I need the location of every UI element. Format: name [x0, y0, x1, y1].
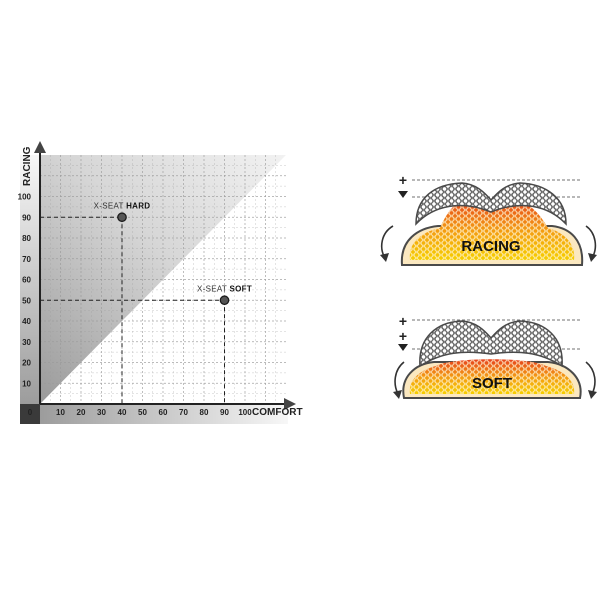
- data-point: [219, 295, 230, 306]
- x-tick-labels: 10 20 30 40 50 60 70 80 90 100: [56, 408, 252, 417]
- left-arrow-head-icon: [393, 390, 402, 399]
- right-arrow-head-icon: [588, 390, 597, 399]
- y-axis-label: RACING: [22, 146, 33, 186]
- y-tick-label: 70: [22, 255, 31, 264]
- soft-label: SOFT: [472, 375, 512, 392]
- left-arrow-icon: [380, 225, 394, 259]
- y-tick-label: 50: [22, 296, 31, 305]
- data-point-label: X-SEAT SOFT: [197, 284, 252, 293]
- grid: [40, 155, 286, 404]
- y-tick-label: 40: [22, 317, 31, 326]
- x-tick-label: 10: [56, 408, 65, 417]
- foam-cell-top: [419, 320, 563, 368]
- y-tick-label: 100: [18, 193, 32, 202]
- x-tick-label: 40: [118, 408, 127, 417]
- y-tick-label: 60: [22, 276, 31, 285]
- right-arrow-icon: [585, 361, 596, 395]
- left-arrow-head-icon: [380, 253, 389, 262]
- foam-hex-overlay: [409, 198, 575, 260]
- racing-diagram: + RACING: [380, 172, 597, 266]
- x-tick-label: 90: [220, 408, 229, 417]
- x-tick-label: 80: [200, 408, 209, 417]
- y-tick-labels: 10 20 30 40 50 60 70 80 90 100: [18, 193, 32, 389]
- foam-hex-overlay: [409, 359, 575, 394]
- x-axis-bar: [40, 404, 288, 424]
- x-tick-label: 30: [97, 408, 106, 417]
- x-tick-label: 50: [138, 408, 147, 417]
- plus-sign: +: [399, 172, 407, 188]
- x-tick-label: 60: [159, 408, 168, 417]
- origin-box: [20, 404, 40, 424]
- y-tick-label: 30: [22, 338, 31, 347]
- right-arrow-icon: [585, 225, 597, 259]
- data-points: X-SEAT HARD X-SEAT SOFT: [40, 201, 252, 404]
- x-axis-label: COMFORT: [252, 407, 303, 418]
- soft-diagram: + + SOFT: [393, 313, 597, 399]
- origin-label: 0: [28, 408, 33, 417]
- y-tick-label: 90: [22, 213, 31, 222]
- plus-sign: +: [399, 328, 407, 344]
- x-tick-label: 100: [238, 408, 252, 417]
- data-point-label: X-SEAT HARD: [94, 201, 151, 210]
- data-point: [117, 212, 127, 223]
- foam-cell-top: [415, 182, 567, 226]
- right-arrow-head-icon: [588, 253, 597, 262]
- y-tick-label: 20: [22, 359, 31, 368]
- y-axis-bar: [20, 155, 40, 405]
- chart: 0 10 20 30 40 50 60 70 80 90 100 10 20 30 40 50 60 70 80…: [18, 141, 303, 424]
- x-tick-label: 70: [179, 408, 188, 417]
- plus-sign: +: [399, 313, 407, 329]
- minus-triangle-icon: [398, 191, 408, 198]
- minus-triangle-icon: [398, 344, 408, 351]
- y-tick-label: 10: [22, 379, 31, 388]
- y-tick-label: 80: [22, 234, 31, 243]
- x-tick-label: 20: [77, 408, 86, 417]
- racing-label: RACING: [461, 238, 520, 255]
